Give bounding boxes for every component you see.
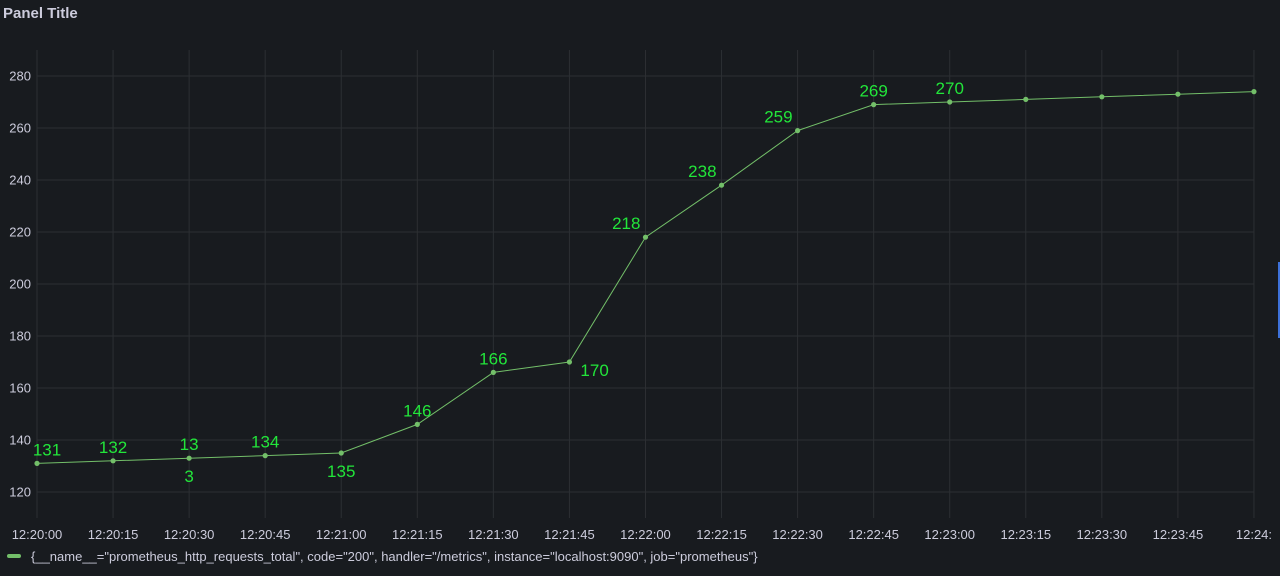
data-label: 134	[251, 433, 279, 452]
x-tick-label: 12:23:15	[1000, 527, 1051, 542]
data-point	[1175, 91, 1181, 97]
y-axis-ticks: 120 140 160 180 200 220 240 260 280	[9, 69, 31, 500]
data-point	[262, 453, 268, 459]
data-label: 259	[764, 108, 792, 127]
y-tick-label: 140	[9, 433, 31, 448]
x-tick-label: 12:23:30	[1077, 527, 1128, 542]
x-tick-label: 12:21:15	[392, 527, 443, 542]
data-point	[110, 458, 116, 464]
y-tick-label: 160	[9, 381, 31, 396]
data-point	[34, 460, 40, 466]
data-label: 238	[688, 162, 716, 181]
x-tick-label: 12:22:15	[696, 527, 747, 542]
legend[interactable]: {__name__="prometheus_http_requests_tota…	[7, 548, 758, 564]
x-tick-label: 12:21:30	[468, 527, 519, 542]
data-point	[1251, 89, 1257, 95]
x-tick-label: 12:23:00	[924, 527, 975, 542]
data-point	[186, 455, 192, 461]
x-tick-label: 12:20:45	[240, 527, 291, 542]
grid-lines	[36, 50, 1255, 518]
data-label: 135	[327, 462, 355, 481]
series-layer	[34, 89, 1257, 466]
data-point	[490, 369, 496, 375]
data-label: 3	[184, 467, 193, 486]
data-label: 270	[936, 79, 964, 98]
y-tick-label: 180	[9, 329, 31, 344]
data-point	[566, 359, 573, 365]
y-tick-label: 120	[9, 485, 31, 500]
legend-series-label[interactable]: {__name__="prometheus_http_requests_tota…	[31, 548, 758, 564]
y-tick-label: 280	[9, 69, 31, 84]
x-tick-label: 12:20:30	[164, 527, 215, 542]
data-point	[1099, 94, 1105, 100]
data-point	[795, 128, 801, 134]
panel-title[interactable]: Panel Title	[3, 5, 78, 22]
data-label: 132	[99, 438, 127, 457]
y-tick-label: 200	[9, 277, 31, 292]
data-label: 269	[859, 82, 887, 101]
x-tick-label: 12:22:30	[772, 527, 823, 542]
data-label: 170	[580, 361, 608, 380]
x-tick-label: 12:24:	[1236, 527, 1272, 542]
data-label: 13	[180, 435, 199, 454]
data-point	[1023, 96, 1029, 102]
x-tick-label: 12:21:45	[544, 527, 595, 542]
x-axis-ticks: 12:20:00 12:20:15 12:20:30 12:20:45 12:21:00…	[12, 527, 1272, 542]
y-tick-label: 220	[9, 225, 31, 240]
data-label: 166	[479, 349, 507, 368]
panel-resize-edge[interactable]	[1278, 262, 1280, 338]
legend-series-swatch	[7, 554, 21, 558]
data-point	[947, 99, 953, 105]
data-label: 146	[403, 401, 431, 420]
x-tick-label: 12:20:00	[12, 527, 63, 542]
x-tick-label: 12:22:00	[620, 527, 671, 542]
x-tick-label: 12:20:15	[88, 527, 139, 542]
data-point	[642, 234, 649, 240]
data-point	[718, 182, 725, 188]
x-tick-label: 12:21:00	[316, 527, 367, 542]
data-label: 131	[33, 440, 61, 459]
data-point	[338, 450, 344, 456]
data-point	[871, 102, 877, 108]
x-tick-label: 12:23:45	[1153, 527, 1204, 542]
y-tick-label: 260	[9, 121, 31, 136]
x-tick-label: 12:22:45	[848, 527, 899, 542]
data-label: 218	[612, 214, 640, 233]
y-tick-label: 240	[9, 173, 31, 188]
data-point	[414, 421, 420, 427]
